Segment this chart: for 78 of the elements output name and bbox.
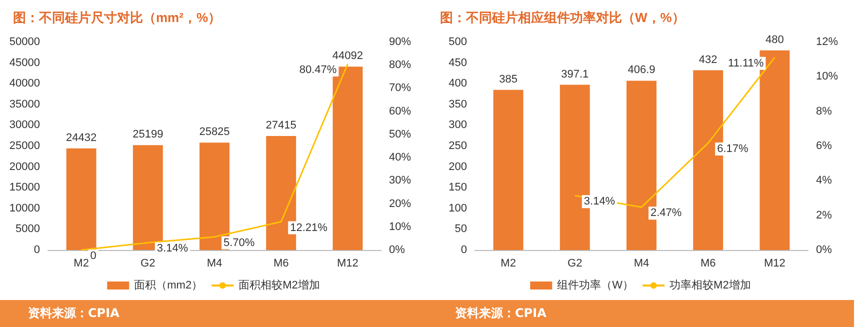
legend-label: 功率相较M2增加 bbox=[670, 278, 751, 292]
y-tick-label: 150 bbox=[448, 182, 467, 194]
x-tick-label: M6 bbox=[700, 258, 716, 270]
y2-tick-label: 0% bbox=[389, 244, 406, 256]
y-tick-label: 450 bbox=[448, 56, 467, 69]
data-label: 3.14% bbox=[584, 196, 616, 208]
y2-tick-label: 90% bbox=[389, 36, 412, 48]
data-label: 2.47% bbox=[650, 207, 682, 220]
data-label: 44092 bbox=[332, 50, 363, 62]
y2-tick-label: 30% bbox=[389, 174, 412, 187]
y-tick-label: 0 bbox=[34, 244, 40, 256]
y-tick-label: 250 bbox=[448, 140, 467, 152]
y-tick-label: 200 bbox=[448, 160, 467, 173]
x-tick-label: M2 bbox=[74, 258, 89, 270]
bar bbox=[66, 148, 96, 250]
data-label: 406.9 bbox=[628, 64, 656, 76]
x-tick-label: M4 bbox=[634, 258, 650, 270]
data-label: 25825 bbox=[199, 126, 230, 138]
x-tick-label: M12 bbox=[764, 258, 786, 270]
y-tick-label: 25000 bbox=[9, 140, 40, 152]
y-tick-label: 15000 bbox=[9, 182, 40, 194]
y2-tick-label: 40% bbox=[389, 152, 412, 164]
chart-title: 图：不同硅片相应组件功率对比（W，%） bbox=[440, 10, 685, 25]
y-tick-label: 500 bbox=[448, 36, 467, 48]
y2-tick-label: 8% bbox=[816, 105, 832, 118]
data-label: 6.17% bbox=[717, 143, 749, 156]
data-label: 480 bbox=[766, 34, 784, 46]
y-tick-label: 0 bbox=[460, 244, 467, 256]
text: 资料来源：CPIA bbox=[427, 300, 854, 327]
y2-tick-label: 70% bbox=[389, 82, 412, 94]
legend-label: 面积相较M2增加 bbox=[238, 278, 320, 292]
y-tick-label: 10000 bbox=[9, 202, 40, 214]
y-tick-label: 50000 bbox=[9, 36, 40, 48]
y2-tick-label: 80% bbox=[389, 59, 412, 72]
text: 资料来源：CPIA bbox=[0, 300, 427, 327]
y2-tick-label: 20% bbox=[389, 198, 412, 210]
legend-label: 组件功率（W） bbox=[557, 278, 634, 292]
data-label: 385 bbox=[499, 73, 518, 86]
y2-tick-label: 12% bbox=[816, 36, 838, 48]
data-label: 397.1 bbox=[561, 68, 589, 80]
y-tick-label: 30000 bbox=[9, 119, 40, 132]
chart-title: 图：不同硅片尺寸对比（mm²，%） bbox=[13, 10, 222, 25]
data-label: 5.70% bbox=[224, 236, 255, 249]
data-label: 0 bbox=[90, 250, 96, 262]
y2-tick-label: 0% bbox=[816, 244, 832, 256]
data-label: 80.47% bbox=[299, 64, 337, 76]
y2-tick-label: 10% bbox=[389, 220, 412, 233]
y-tick-label: 50 bbox=[454, 223, 467, 236]
x-tick-label: G2 bbox=[140, 258, 156, 270]
y-tick-label: 20000 bbox=[9, 160, 40, 173]
y2-tick-label: 50% bbox=[389, 128, 412, 140]
data-label: 25199 bbox=[132, 128, 164, 141]
y2-tick-label: 2% bbox=[816, 209, 832, 222]
x-tick-label: M12 bbox=[336, 258, 358, 270]
data-label: 12.21% bbox=[290, 222, 328, 234]
data-label: 432 bbox=[698, 54, 718, 66]
y-tick-label: 35000 bbox=[9, 98, 40, 110]
y-tick-label: 40000 bbox=[9, 78, 40, 90]
data-label: 24432 bbox=[66, 132, 97, 144]
x-tick-label: G2 bbox=[568, 258, 582, 270]
data-label: 27415 bbox=[266, 119, 296, 132]
legend-label: 面积（mm2） bbox=[134, 280, 203, 292]
y-tick-label: 5000 bbox=[16, 223, 40, 236]
data-label: 11.11% bbox=[728, 57, 764, 70]
x-tick-label: M4 bbox=[206, 258, 222, 270]
y-tick-label: 100 bbox=[448, 202, 467, 214]
data-label: 3.14% bbox=[156, 242, 188, 255]
bar bbox=[493, 90, 524, 250]
y-tick-label: 400 bbox=[448, 78, 467, 90]
y2-tick-label: 10% bbox=[816, 70, 838, 83]
y-tick-label: 350 bbox=[448, 98, 467, 110]
y-tick-label: 45000 bbox=[9, 56, 40, 69]
y2-tick-label: 4% bbox=[816, 174, 832, 187]
x-tick-label: M2 bbox=[500, 258, 516, 270]
y2-tick-label: 6% bbox=[816, 140, 832, 152]
x-tick-label: M6 bbox=[273, 258, 289, 270]
y2-tick-label: 60% bbox=[389, 105, 412, 118]
y-tick-label: 300 bbox=[448, 119, 467, 132]
